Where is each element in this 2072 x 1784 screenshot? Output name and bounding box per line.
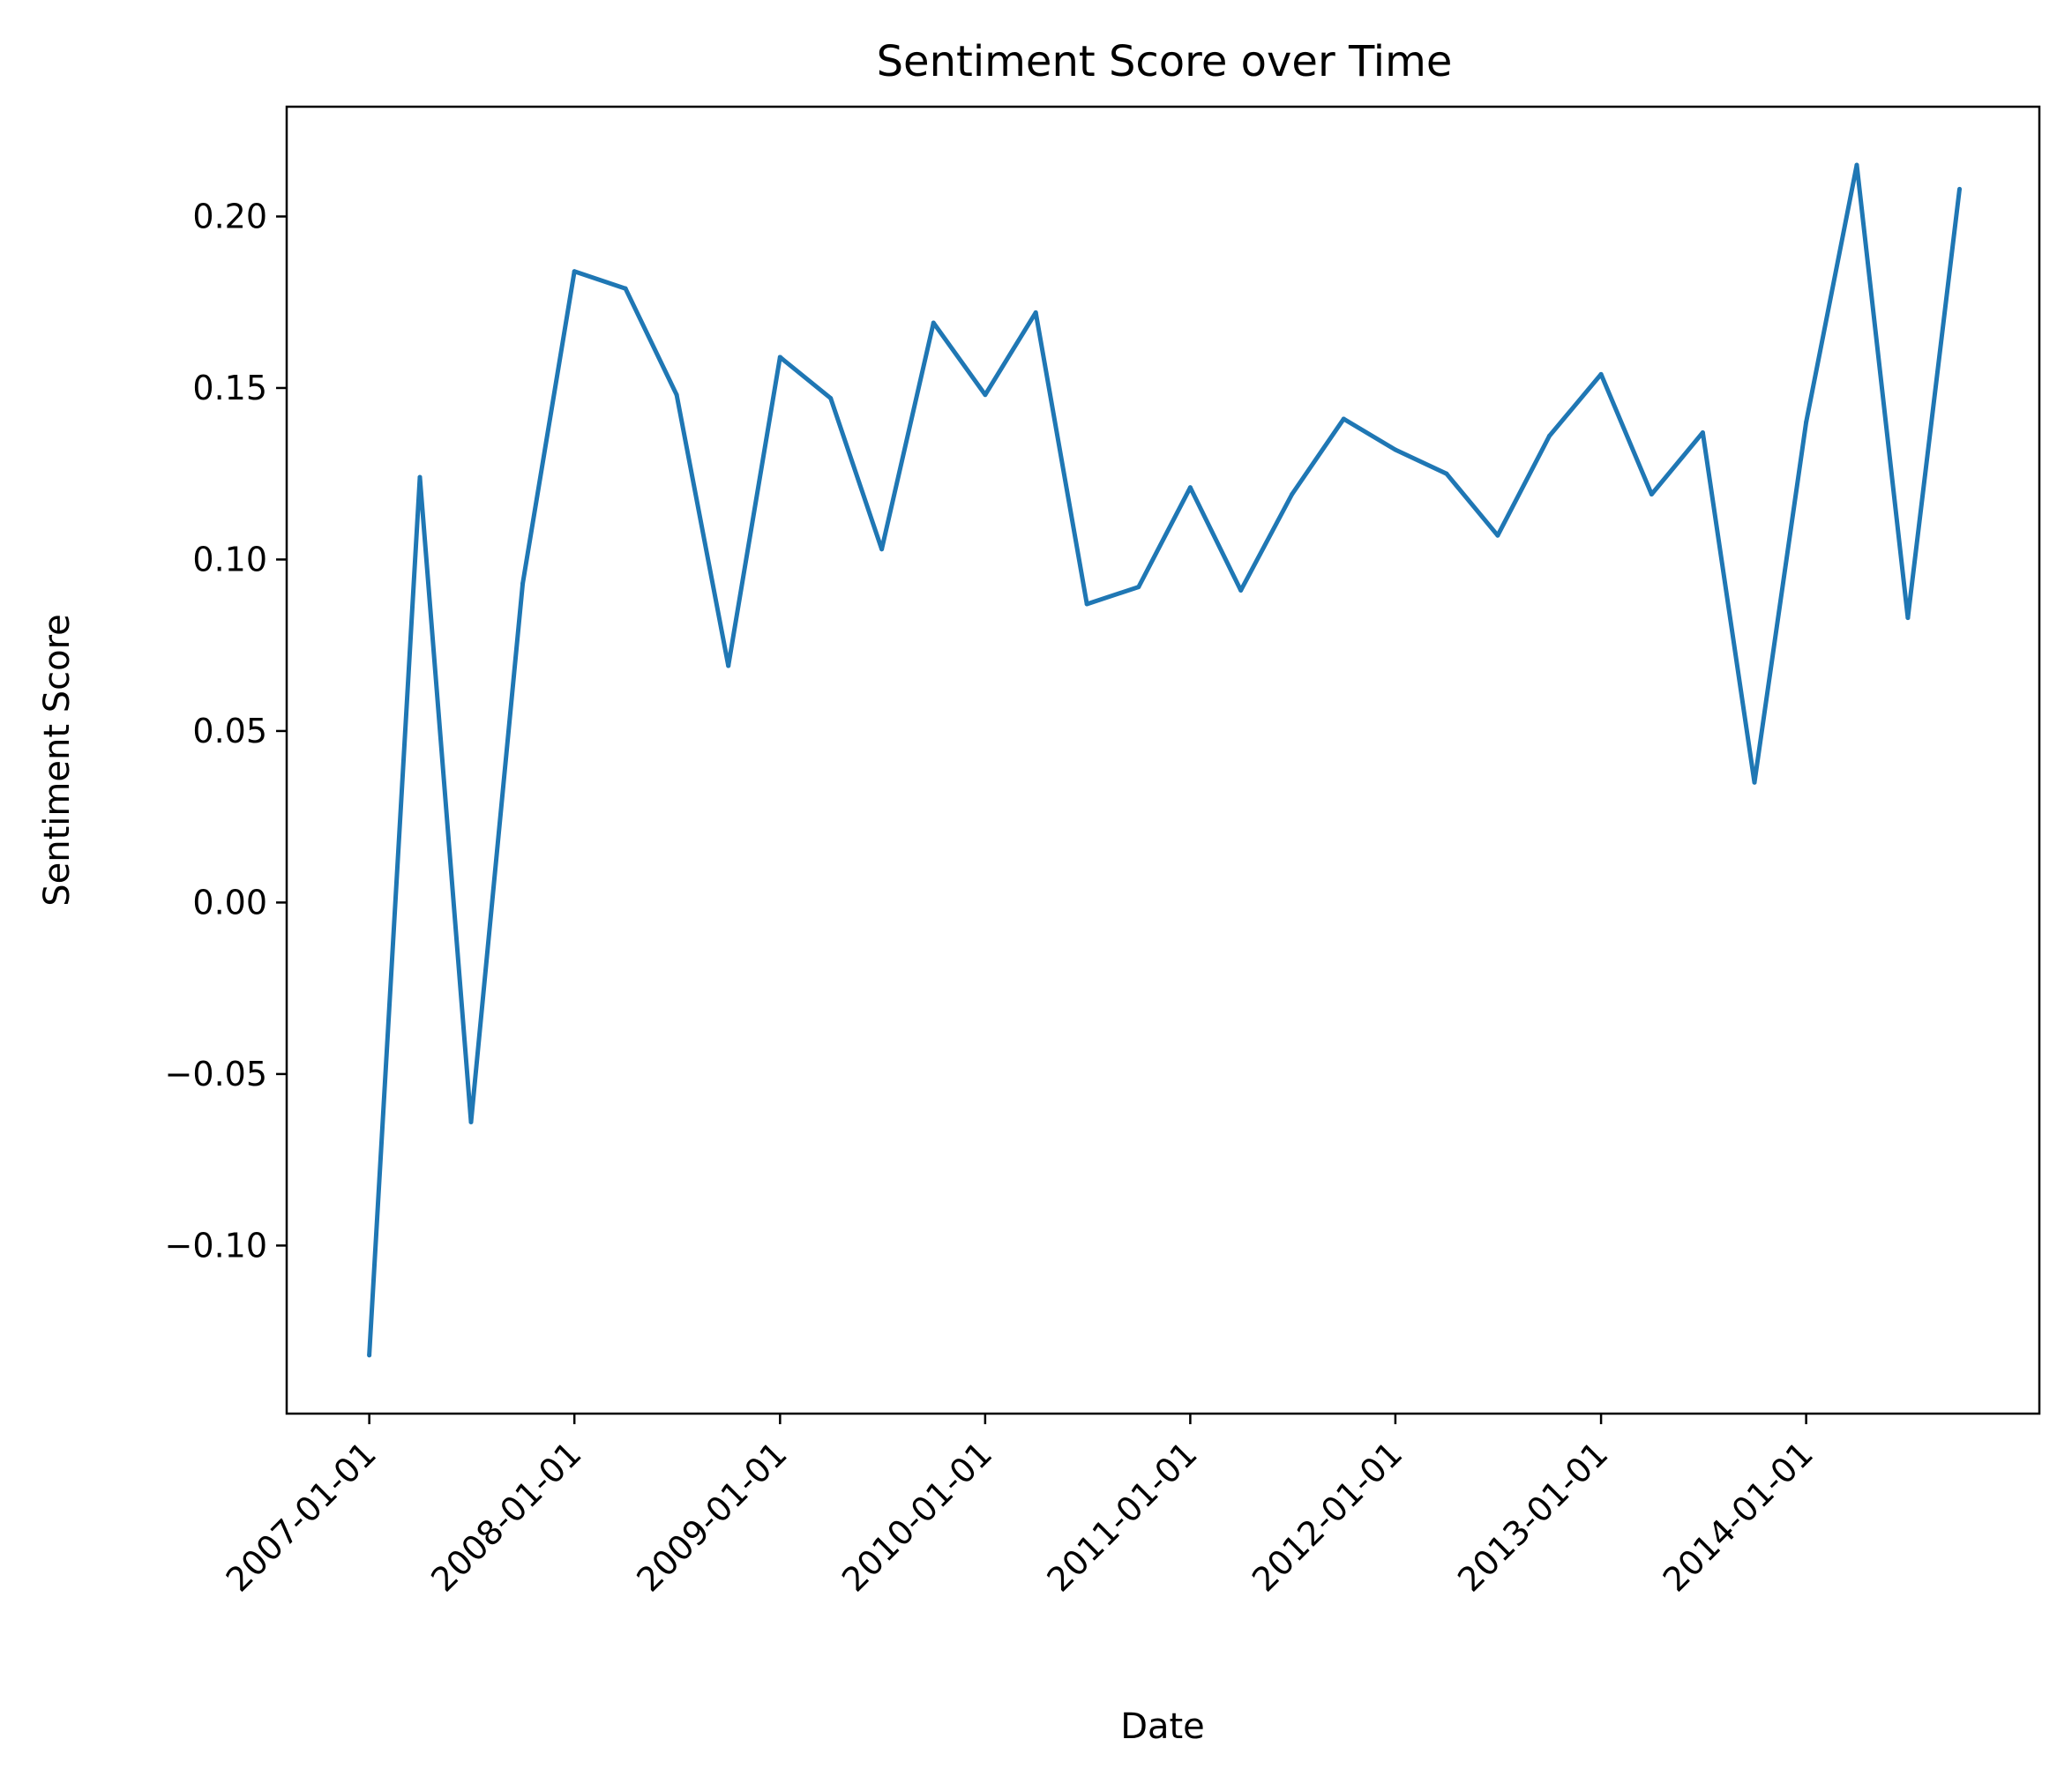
y-tick-label: 0.00 (192, 883, 267, 922)
data-point (1444, 471, 1449, 476)
data-point (1136, 585, 1141, 590)
y-tick-label: −0.10 (165, 1226, 267, 1265)
y-tick-label: 0.15 (192, 369, 267, 407)
data-point (1649, 492, 1654, 497)
data-point (726, 663, 731, 668)
data-point (367, 1353, 372, 1358)
y-tick-label: 0.20 (192, 197, 267, 235)
data-point (1238, 587, 1244, 593)
data-point (1854, 162, 1859, 168)
data-point (879, 547, 885, 552)
data-point (1341, 416, 1346, 422)
plot-area (367, 162, 1963, 1358)
data-point (1804, 420, 1809, 425)
data-point (1084, 601, 1089, 607)
y-axis-label: Sentiment Score (37, 614, 78, 907)
data-point (623, 286, 628, 291)
data-point (1290, 492, 1295, 497)
data-point (572, 269, 577, 274)
data-point (1187, 485, 1193, 490)
data-point (983, 392, 988, 398)
data-point (1598, 371, 1604, 377)
data-point (674, 392, 679, 398)
data-point (417, 474, 423, 480)
chart-title: Sentiment Score over Time (877, 37, 1453, 86)
data-point (1700, 430, 1705, 436)
y-tick-label: 0.10 (192, 540, 267, 578)
data-point (777, 355, 782, 360)
data-point (931, 320, 936, 325)
data-point (468, 1119, 474, 1124)
data-point (1752, 780, 1757, 785)
data-point (1393, 447, 1398, 452)
series-line (367, 162, 1962, 1356)
data-point (1495, 533, 1500, 538)
data-point (520, 581, 526, 586)
data-point (1957, 186, 1963, 191)
data-point (1546, 433, 1552, 438)
x-axis-label: Date (1120, 1706, 1205, 1747)
data-point (1905, 616, 1911, 621)
y-axis: −0.10 −0.05 0.00 0.05 0.10 0.15 0.20 (165, 197, 287, 1265)
data-point (1033, 310, 1038, 315)
plot-frame (285, 105, 2041, 1415)
y-tick-label: −0.05 (165, 1055, 267, 1094)
y-tick-label: 0.05 (192, 712, 267, 750)
data-point (828, 396, 834, 401)
